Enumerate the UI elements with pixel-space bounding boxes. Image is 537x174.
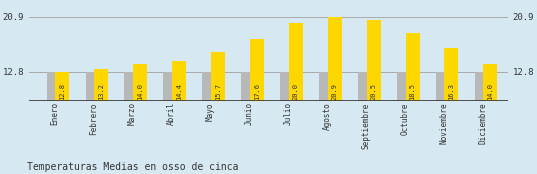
Bar	[94, 69, 108, 101]
Text: 20.5: 20.5	[371, 83, 376, 100]
Text: 20.9: 20.9	[332, 83, 338, 100]
Bar	[55, 72, 69, 101]
Bar	[397, 72, 411, 101]
Text: 14.0: 14.0	[137, 83, 143, 100]
Bar	[328, 17, 342, 101]
Text: 14.0: 14.0	[488, 83, 494, 100]
Bar	[319, 72, 333, 101]
Text: Temperaturas Medias en osso de cinca: Temperaturas Medias en osso de cinca	[27, 162, 238, 172]
Text: 14.4: 14.4	[176, 83, 182, 100]
Bar	[241, 72, 255, 101]
Bar	[133, 64, 147, 101]
Bar	[367, 20, 381, 101]
Text: 13.2: 13.2	[98, 83, 104, 100]
Bar	[483, 64, 497, 101]
Bar	[405, 33, 419, 101]
Bar	[358, 72, 372, 101]
Bar	[445, 48, 459, 101]
Text: 18.5: 18.5	[410, 83, 416, 100]
Bar	[280, 72, 294, 101]
Bar	[47, 72, 61, 101]
Bar	[436, 72, 450, 101]
Text: 20.0: 20.0	[293, 83, 299, 100]
Text: 15.7: 15.7	[215, 83, 221, 100]
Text: 16.3: 16.3	[448, 83, 454, 100]
Bar	[125, 72, 139, 101]
Bar	[289, 23, 303, 101]
Bar	[85, 72, 99, 101]
Text: 17.6: 17.6	[254, 83, 260, 100]
Bar	[211, 52, 225, 101]
Bar	[475, 72, 489, 101]
Bar	[172, 61, 186, 101]
Bar	[163, 72, 177, 101]
Bar	[250, 39, 264, 101]
Text: 12.8: 12.8	[59, 83, 65, 100]
Bar	[202, 72, 216, 101]
